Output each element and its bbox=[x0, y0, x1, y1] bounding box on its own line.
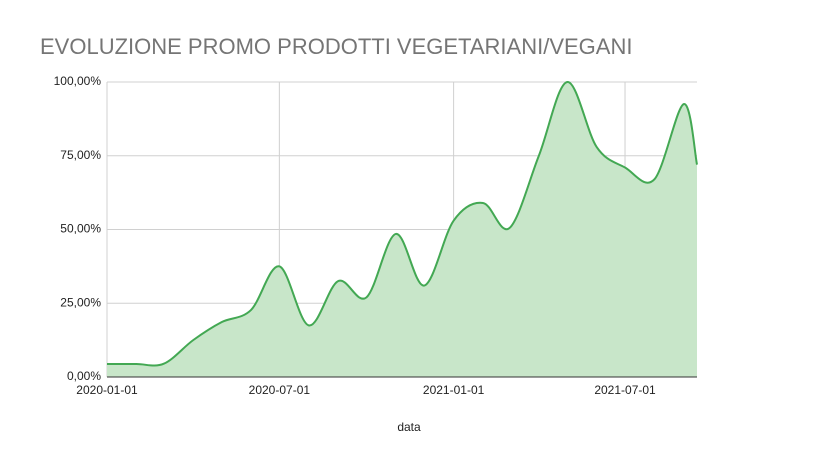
x-tick-label: 2020-07-01 bbox=[249, 383, 311, 397]
y-tick-label: 50,00% bbox=[60, 222, 101, 236]
y-tick-label: 75,00% bbox=[60, 148, 101, 162]
x-tick-label: 2020-01-01 bbox=[76, 383, 138, 397]
y-tick-label: 0,00% bbox=[67, 369, 101, 383]
y-tick-label: 100,00% bbox=[54, 74, 102, 88]
area bbox=[107, 81, 697, 378]
chart-title: EVOLUZIONE PROMO PRODOTTI VEGETARIANI/VE… bbox=[40, 34, 632, 59]
x-axis-title: data bbox=[397, 420, 421, 434]
y-tick-label: 25,00% bbox=[60, 295, 101, 309]
x-tick-label: 2021-07-01 bbox=[594, 383, 656, 397]
x-tick-label: 2021-01-01 bbox=[423, 383, 485, 397]
line bbox=[106, 81, 698, 367]
